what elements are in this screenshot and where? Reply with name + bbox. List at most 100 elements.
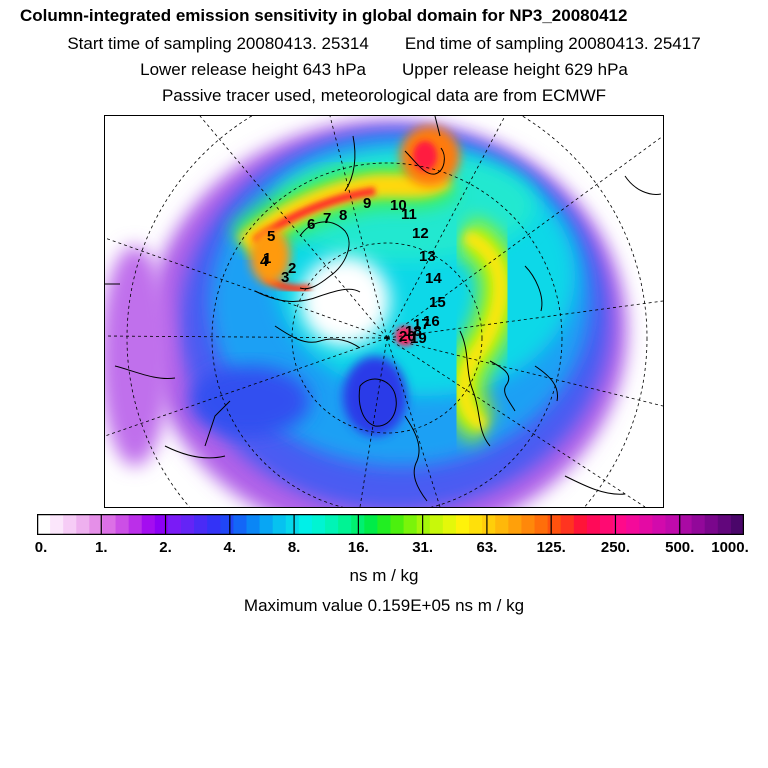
colorbar-tick-label: 1. <box>95 539 108 556</box>
upper-release-text: Upper release height 629 hPa <box>402 60 628 79</box>
colorbar-tick-label: 4. <box>223 539 237 556</box>
track-label-1: 1 <box>263 250 271 267</box>
colorbar-cell <box>482 514 496 535</box>
track-label-2: 2 <box>288 260 296 277</box>
colorbar-tick-label: 500. <box>665 539 695 556</box>
plot-title: Column-integrated emission sensitivity i… <box>20 6 628 25</box>
colorbar-cell <box>76 514 90 535</box>
colorbar-cell <box>599 514 614 535</box>
track-label-19: 19 <box>410 330 427 347</box>
track-label-6: 6 <box>307 216 315 233</box>
colorbar-tick-label: 31. <box>412 539 434 556</box>
colorbar-cell <box>678 514 693 535</box>
colorbar-cell <box>233 514 248 535</box>
track-label-5: 5 <box>267 228 275 245</box>
track-label-14: 14 <box>425 270 442 287</box>
colorbar-dividers <box>100 514 681 535</box>
colorbar-tick-label: 16. <box>347 539 369 556</box>
colorbar-cell <box>259 514 274 535</box>
colorbar-cell <box>63 514 77 535</box>
colorbar <box>37 514 744 535</box>
colorbar-cell <box>272 514 287 535</box>
colorbar-tick-label: 125. <box>536 539 566 556</box>
colorbar-cell <box>730 514 744 535</box>
colorbar-tick-label: 1000. <box>711 539 749 556</box>
track-label-3: 3 <box>281 269 289 286</box>
colorbar-cell <box>626 514 640 535</box>
colorbar-tick-label: 63. <box>476 539 498 556</box>
colorbar-cell <box>547 514 562 535</box>
colorbar-cell <box>141 514 156 535</box>
release-heights: Lower release height 643 hPa Upper releas… <box>0 60 768 80</box>
track-label-9: 9 <box>363 195 371 212</box>
colorbar-cell <box>429 514 444 535</box>
colorbar-cell <box>403 514 418 535</box>
colorbar-cell <box>298 514 313 535</box>
colorbar-tick-label: 0. <box>34 539 48 556</box>
colorbar-cell <box>534 514 549 535</box>
colorbar-cell <box>508 514 523 535</box>
colorbar-tick-label: 8. <box>287 539 301 556</box>
colorbar-cell <box>167 514 182 535</box>
colorbar-cell <box>521 514 536 535</box>
colorbar-cell <box>181 514 195 535</box>
colorbar-cell <box>37 514 51 535</box>
track-label-10: 10 <box>390 197 407 214</box>
track-label-18: 18 <box>405 323 422 340</box>
track-label-15: 15 <box>429 294 446 311</box>
colorbar-cell <box>717 514 732 535</box>
trajectory-labels: 1 2 3 4 5 6 7 8 9 10 11 12 13 14 15 16 1… <box>260 195 446 347</box>
colorbar-cell <box>573 514 588 535</box>
colorbar-cell <box>338 514 352 535</box>
colorbar-cell <box>390 514 405 535</box>
map-svg: 1 2 3 4 5 6 7 8 9 10 11 12 13 14 15 16 1… <box>105 116 663 507</box>
colorbar-cell <box>325 514 339 535</box>
colorbar-cell <box>364 514 378 535</box>
track-label-4: 4 <box>260 253 269 270</box>
colorbar-cell <box>560 514 575 535</box>
colorbar-cell <box>416 514 431 535</box>
end-time-text: End time of sampling 20080413. 25417 <box>404 34 701 53</box>
track-label-11: 11 <box>401 206 417 223</box>
track-label-12: 12 <box>412 225 429 242</box>
lower-release-text: Lower release height 643 hPa <box>140 60 366 79</box>
tracer-note: Passive tracer used, meteorological data… <box>161 86 607 105</box>
sensitivity-field <box>105 121 627 507</box>
track-label-13: 13 <box>419 248 436 265</box>
colorbar-cell <box>285 514 300 535</box>
colorbar-cell <box>89 514 104 535</box>
colorbar-tick-label: 250. <box>600 539 631 556</box>
colorbar-cell <box>704 514 719 535</box>
colorbar-cell <box>128 514 143 535</box>
track-label-16: 16 <box>423 313 440 330</box>
colorbar-cell <box>50 514 64 535</box>
colorbar-cell <box>220 514 234 535</box>
colorbar-cell <box>691 514 706 535</box>
colorbar-cell <box>102 514 117 535</box>
colorbar-cell <box>154 514 169 535</box>
units-label: ns m / kg <box>349 566 419 585</box>
colorbar-cells <box>37 514 744 535</box>
colorbar-cell <box>115 514 130 535</box>
colorbar-cell <box>495 514 509 535</box>
sensitivity-map: 1 2 3 4 5 6 7 8 9 10 11 12 13 14 15 16 1… <box>104 115 664 508</box>
colorbar-cell <box>455 514 470 535</box>
coastlines <box>105 116 662 502</box>
colorbar-cell <box>639 514 653 535</box>
sampling-times: Start time of sampling 20080413. 25314 En… <box>0 34 768 54</box>
track-label-7: 7 <box>323 210 331 227</box>
colorbar-cell <box>586 514 601 535</box>
colorbar-cell <box>194 514 208 535</box>
start-time-text: Start time of sampling 20080413. 25314 <box>67 34 369 53</box>
max-value-label: Maximum value 0.159E+05 ns m / kg <box>243 596 525 615</box>
colorbar-cell <box>207 514 221 535</box>
track-label-17: 17 <box>413 316 430 333</box>
colorbar-cell <box>469 514 483 535</box>
colorbar-tick-label: 2. <box>159 539 172 556</box>
colorbar-border <box>37 514 744 535</box>
colorbar-cell <box>377 514 392 535</box>
colorbar-cell <box>665 514 680 535</box>
colorbar-cell <box>652 514 667 535</box>
track-label-20: 20 <box>399 328 416 345</box>
lat-lon-grid <box>105 116 663 507</box>
